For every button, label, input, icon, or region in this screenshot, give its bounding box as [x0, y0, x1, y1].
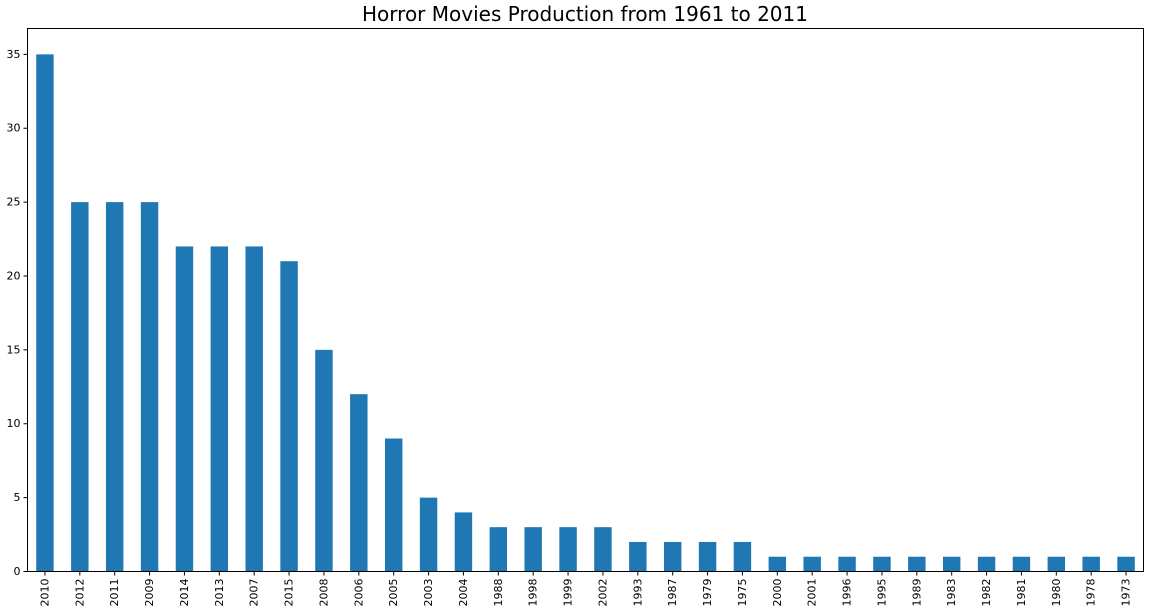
x-axis: 2010 2012 2011 2009 2014 2013 2007 2015 2008 2006…	[38, 571, 1133, 607]
y-tick-label: 30	[7, 122, 21, 135]
bar-2014	[175, 246, 194, 572]
y-tick-label: 0	[14, 565, 21, 578]
x-tick-label: 2009	[143, 579, 156, 607]
y-tick-label: 10	[7, 417, 21, 430]
bar-2011	[105, 202, 124, 572]
x-tick-label: 1996	[841, 579, 854, 607]
x-tick-label: 1979	[701, 579, 714, 607]
x-tick-label: 2010	[38, 579, 51, 607]
x-tick-label: 2007	[248, 579, 261, 607]
plot-frame	[27, 28, 1144, 572]
bar-1987	[663, 541, 682, 572]
bar-1973	[1117, 556, 1135, 572]
bar-1975	[733, 541, 752, 572]
x-tick-label: 1982	[980, 579, 993, 607]
bar-1980	[1047, 556, 1066, 572]
bar-1996	[838, 556, 856, 572]
x-tick-label: 1987	[666, 579, 679, 607]
x-tick-label: 1998	[527, 579, 540, 607]
bar-2006	[350, 394, 368, 572]
y-tick-label: 25	[7, 196, 21, 209]
x-tick-label: 1978	[1085, 579, 1098, 607]
bar-2001	[803, 556, 821, 572]
bar-1989	[908, 556, 926, 572]
bar-2012	[71, 202, 89, 572]
bars-group	[36, 54, 1135, 572]
bar-2007	[245, 246, 263, 572]
x-tick-label: 2000	[771, 579, 784, 607]
y-tick-label: 20	[7, 269, 21, 282]
bar-1982	[977, 556, 996, 572]
bar-2000	[768, 556, 787, 572]
bar-1981	[1012, 556, 1031, 572]
bar-2008	[315, 349, 333, 572]
bar-1995	[873, 556, 891, 572]
bar-1993	[629, 541, 647, 572]
bar-1999	[559, 527, 577, 572]
x-tick-label: 1981	[1015, 579, 1028, 607]
x-tick-label: 1999	[562, 579, 575, 607]
x-tick-label: 2014	[178, 579, 191, 607]
x-tick-label: 2004	[457, 579, 470, 607]
x-tick-label: 1973	[1120, 579, 1133, 607]
bar-2015	[280, 261, 298, 572]
x-tick-label: 2006	[352, 579, 365, 607]
bar-1979	[698, 541, 717, 572]
bar-2004	[454, 512, 473, 572]
x-tick-label: 1980	[1050, 579, 1063, 607]
x-tick-label: 2015	[283, 579, 296, 607]
x-tick-label: 1983	[945, 579, 958, 607]
bar-2013	[210, 246, 229, 572]
bar-1988	[489, 527, 508, 572]
x-tick-label: 1989	[910, 579, 923, 607]
x-tick-label: 1975	[736, 579, 749, 607]
x-tick-label: 2005	[387, 579, 400, 607]
bar-2009	[140, 202, 159, 572]
bar-2005	[384, 438, 403, 572]
bar-1998	[524, 527, 542, 572]
y-axis: 0 5 10 15 20 25 30 35	[7, 48, 28, 578]
bar-1983	[942, 556, 961, 572]
x-tick-label: 1993	[631, 579, 644, 607]
x-tick-label: 2001	[806, 579, 819, 607]
x-tick-label: 1995	[875, 579, 888, 607]
bar-1978	[1082, 556, 1100, 572]
y-tick-label: 15	[7, 343, 21, 356]
x-tick-label: 2013	[213, 579, 226, 607]
x-tick-label: 2012	[73, 579, 86, 607]
x-tick-label: 1988	[492, 579, 505, 607]
y-tick-label: 35	[7, 48, 21, 61]
y-tick-label: 5	[14, 491, 21, 504]
bar-2003	[419, 497, 438, 572]
x-tick-label: 2003	[422, 579, 435, 607]
x-tick-label: 2008	[317, 579, 330, 607]
bar-2010	[36, 54, 54, 572]
x-tick-label: 2002	[596, 579, 609, 607]
chart-title: Horror Movies Production from 1961 to 20…	[362, 2, 808, 26]
bar-2002	[594, 527, 612, 572]
x-tick-label: 2011	[108, 579, 121, 607]
